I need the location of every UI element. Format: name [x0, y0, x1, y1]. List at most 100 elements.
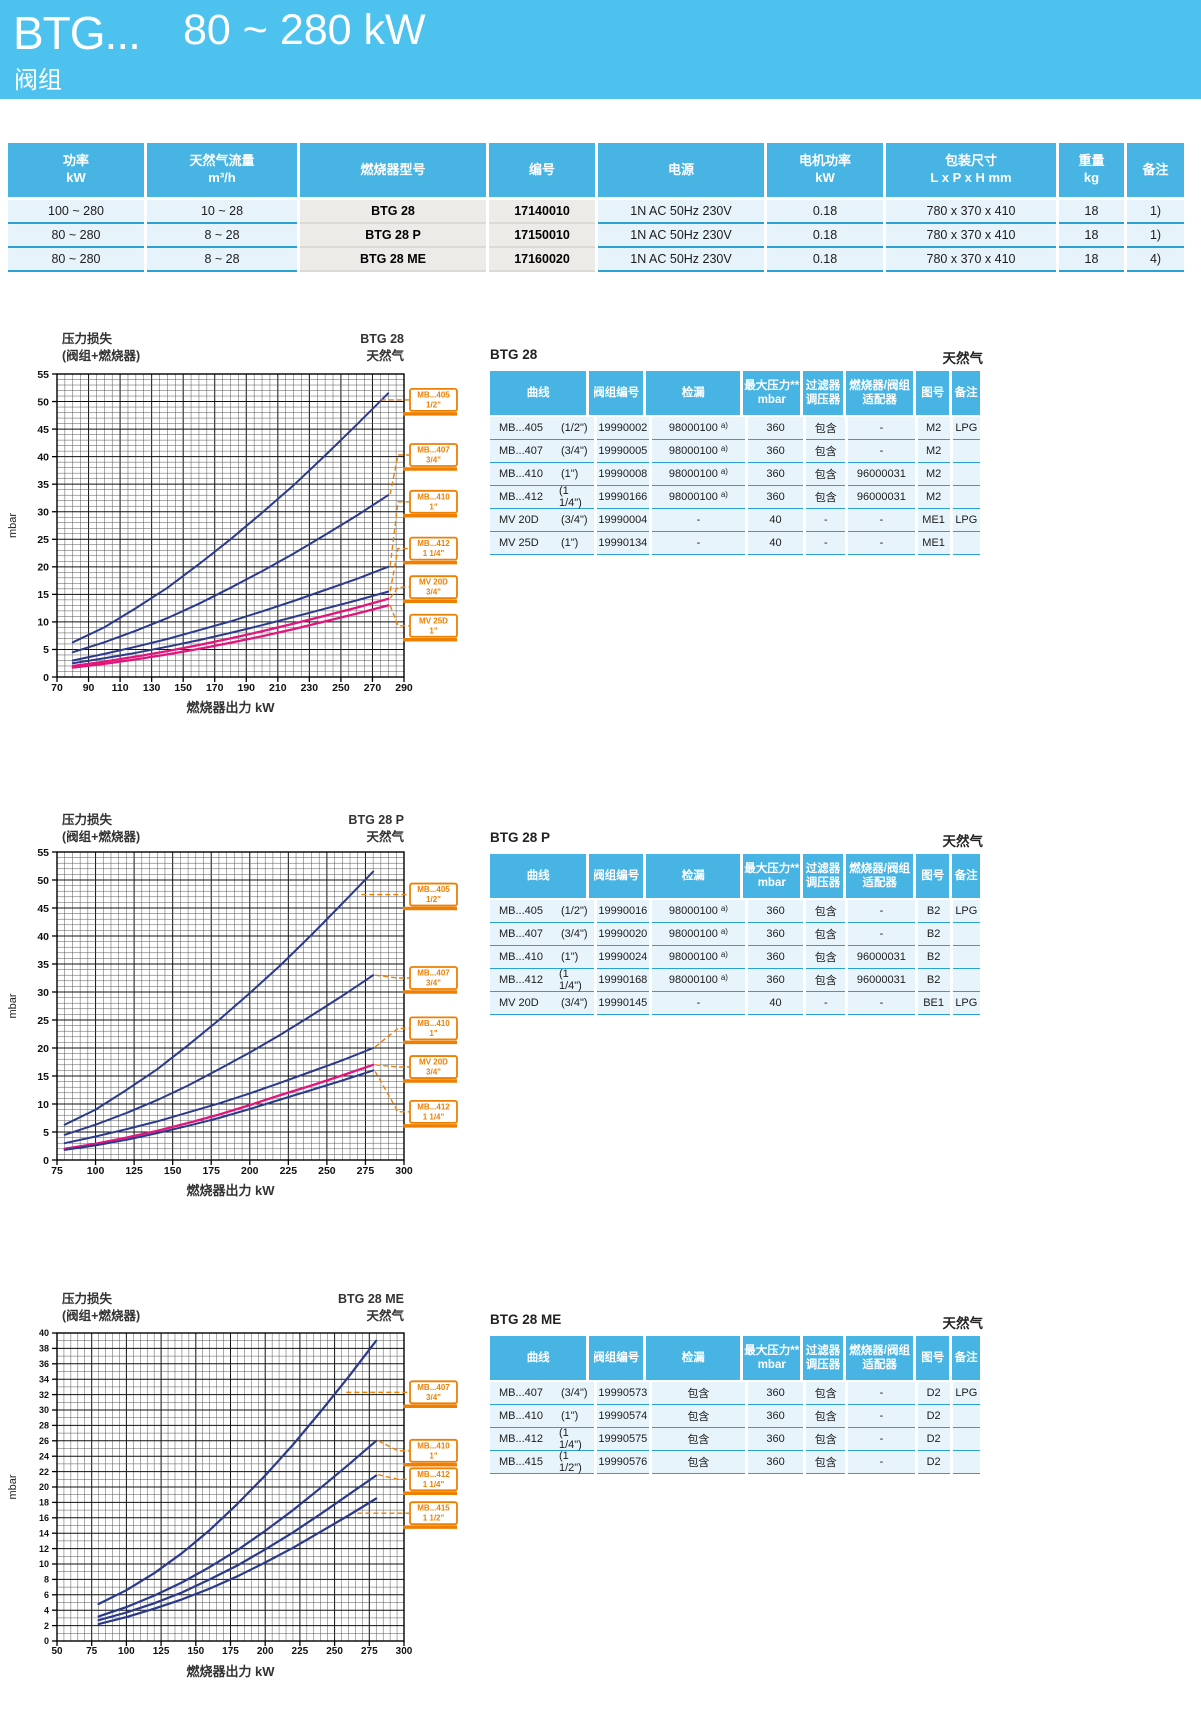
x-tick-label: 150 — [174, 682, 192, 694]
table-cell — [952, 946, 980, 969]
table-cell: 包含 — [806, 1451, 846, 1474]
y-tick-label: 35 — [37, 959, 49, 971]
column-header: 检漏 — [646, 854, 741, 898]
table-cell: 98000100 a) — [652, 440, 745, 463]
column-header: 最大压力** mbar — [743, 854, 801, 898]
column-header: 图号 — [916, 854, 950, 898]
column-header: 备注 — [952, 854, 981, 898]
table-cell: 98000100 a) — [652, 900, 745, 923]
table-cell: 780 x 370 x 410 — [886, 200, 1056, 224]
table-cell: 360 — [747, 969, 804, 992]
table-cell: 19990004 — [596, 509, 650, 532]
table-cell: MB...405 (1/2") — [490, 900, 594, 923]
table-cell: 19990008 — [596, 463, 650, 486]
table-cell: 包含 — [806, 923, 846, 946]
column-header: 功率 kW — [8, 143, 144, 197]
column-header: 燃烧器/阀组 适配器 — [845, 1336, 914, 1380]
y-axis-label: mbar — [7, 1474, 19, 1499]
btg28p-chart-panel: 0 5 10 15 20 25 30 35 40 45 50 55 75 100 125 150 175 200 2… — [0, 812, 462, 1217]
table-cell: BTG 28 — [300, 200, 486, 224]
column-header: 曲线 — [490, 854, 587, 898]
column-header: 燃烧器/阀组 适配器 — [845, 854, 914, 898]
table-cell: 8 ~ 28 — [147, 248, 297, 272]
table-cell: 98000100 a) — [652, 486, 745, 509]
table-cell: 19990168 — [596, 969, 650, 992]
table-cell: D2 — [917, 1428, 950, 1451]
x-tick-label: 100 — [87, 1165, 105, 1177]
table-cell: 40 — [747, 992, 804, 1015]
table-cell: 17140010 — [489, 200, 595, 224]
table-cell: 包含 — [652, 1405, 745, 1428]
page-title-power-range: 80 ~ 280 kW — [183, 6, 426, 54]
callout-box — [409, 966, 458, 990]
column-header: 燃烧器型号 — [300, 143, 486, 197]
callout-box — [409, 575, 458, 600]
callout-label: 1" — [429, 1451, 437, 1460]
table-cell: 360 — [747, 900, 804, 923]
btg28-table-panel: BTG 28 天然气 曲线 阀组编号 检漏 最大压力** mbar 过滤器 调压器 燃烧器/阀… — [490, 347, 983, 555]
table-cell: 0.18 — [767, 200, 883, 224]
chart-title-left: 压力损失 — [62, 812, 113, 827]
table-cell: 1N AC 50Hz 230V — [598, 200, 764, 224]
column-header: 最大压力** mbar — [743, 371, 801, 415]
table-cell: 19990016 — [596, 900, 650, 923]
callout-label: MB...412 — [417, 1102, 450, 1111]
table-cell: 40 — [747, 509, 804, 532]
column-header: 图号 — [916, 371, 950, 415]
y-tick-label: 34 — [39, 1374, 49, 1384]
table-row: MB...405 (1/2") 19990002 98000100 a) 360 包含 - M2… — [490, 417, 983, 440]
x-tick-label: 210 — [269, 682, 287, 694]
table-row: MV 25D (1") 19990134-40- - ME1 — [490, 532, 983, 555]
callout-label: MB...405 — [417, 390, 450, 399]
callout-label: 3/4" — [426, 1393, 441, 1402]
table-cell: 360 — [747, 1451, 804, 1474]
table-cell: 19990020 — [596, 923, 650, 946]
callout-label: MB...415 — [417, 1504, 450, 1513]
x-tick-label: 300 — [395, 1165, 413, 1177]
y-tick-label: 18 — [39, 1498, 49, 1508]
y-tick-label: 12 — [39, 1544, 49, 1554]
column-header: 检漏 — [646, 371, 741, 415]
table-cell: 98000100 a) — [652, 463, 745, 486]
table-cell: M2 — [917, 440, 950, 463]
table-cell — [952, 486, 980, 509]
column-header: 图号 — [916, 1336, 950, 1380]
callout-box — [409, 1380, 458, 1405]
callout-box — [409, 1501, 458, 1526]
callout-box — [409, 443, 458, 467]
curve-mb-412-1-1-4- — [71, 590, 390, 665]
table-cell: ME1 — [917, 532, 950, 555]
burner-overview-table: 功率 kW 天然气流量 m³/h 燃烧器型号 编号 电源 电机功率 kW 包装尺寸 L x P x … — [8, 143, 1187, 272]
x-tick-label: 110 — [112, 682, 129, 694]
table-cell: 包含 — [806, 440, 846, 463]
y-tick-label: 20 — [39, 1482, 49, 1492]
table-cell: MB...412 (1 1/4") — [490, 968, 594, 992]
y-tick-label: 15 — [37, 589, 49, 601]
table-cell: - — [848, 509, 915, 532]
chart-title-right: 天然气 — [366, 829, 404, 844]
curve-mb-415-1-1-2- — [97, 1497, 378, 1626]
axis-ticks: 0 5 10 15 20 25 30 35 40 45 50 55 70 90 110 130 150 170 19… — [37, 369, 413, 694]
y-tick-label: 25 — [37, 534, 49, 546]
curve-mb-405-1-2- — [71, 392, 390, 644]
x-tick-label: 70 — [51, 682, 63, 694]
table-cell: 98000100 a) — [652, 417, 745, 440]
column-header: 过滤器 调压器 — [803, 1336, 843, 1380]
y-tick-label: 20 — [37, 1043, 49, 1055]
grid — [56, 373, 405, 678]
x-tick-label: 175 — [202, 1165, 220, 1177]
table-cell: B2 — [917, 923, 950, 946]
table-cell: 包含 — [806, 417, 846, 440]
btg28-pressure-loss-chart: 0 5 10 15 20 25 30 35 40 45 50 55 70 90 110 130 150 170 19… — [7, 331, 458, 715]
table-cell: 360 — [747, 946, 804, 969]
table-cell: 包含 — [806, 486, 846, 509]
table-cell: - — [806, 509, 846, 532]
y-tick-label: 0 — [44, 1636, 49, 1646]
callout-label: MB...407 — [417, 969, 450, 978]
column-header: 过滤器 调压器 — [803, 371, 843, 415]
callout-label: MB...407 — [417, 445, 450, 454]
table-cell: MB...412 (1 1/4") — [490, 485, 594, 509]
table-header-row: 曲线 阀组编号 检漏 最大压力** mbar 过滤器 调压器 燃烧器/阀组 适配器 图号 备注 — [490, 371, 983, 415]
